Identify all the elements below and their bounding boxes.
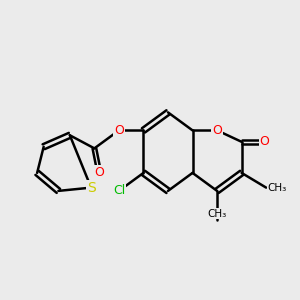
Text: CH₃: CH₃ (207, 209, 227, 219)
Text: Cl: Cl (113, 184, 125, 197)
Text: CH₃: CH₃ (268, 183, 287, 193)
Text: O: O (212, 124, 222, 137)
Text: O: O (260, 135, 269, 148)
Text: S: S (87, 181, 95, 195)
Text: O: O (114, 124, 124, 137)
Text: O: O (94, 167, 104, 179)
